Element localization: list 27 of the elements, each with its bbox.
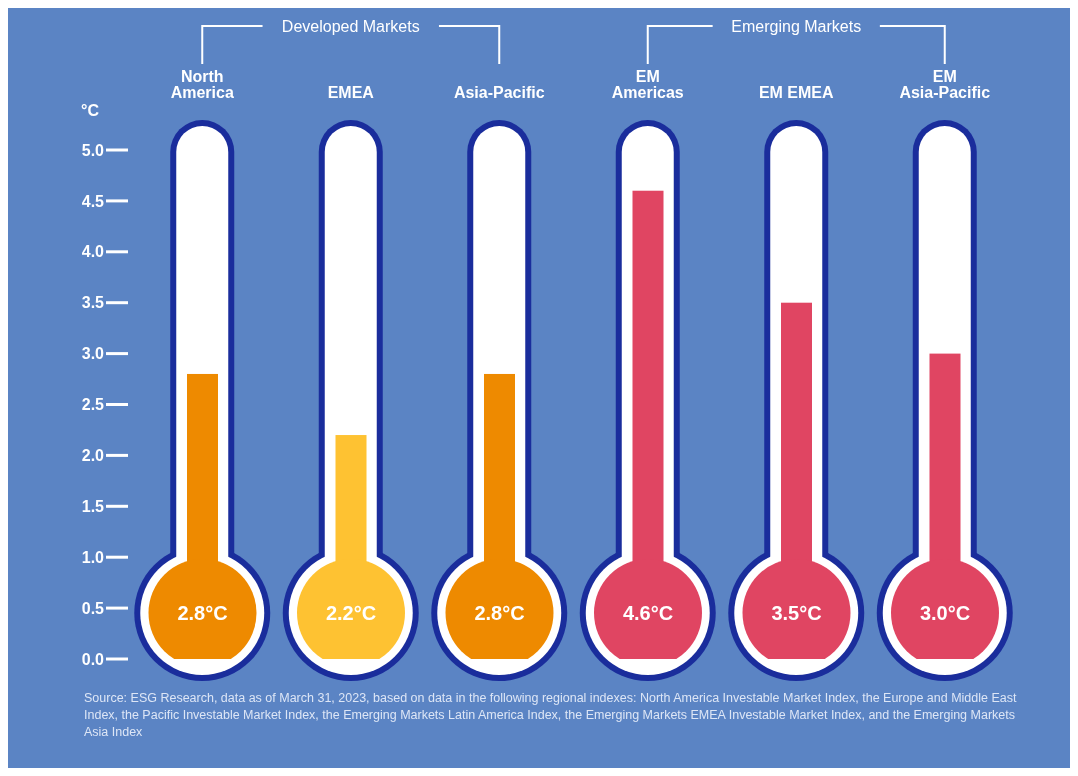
x-tick-label: Asia-Pacific	[453, 84, 545, 101]
data-label: 2.8°C	[177, 602, 228, 624]
text: Developed Markets	[281, 18, 420, 35]
data-label: 2.2°C	[325, 602, 377, 624]
x-tick-label: North America	[170, 68, 234, 101]
data-label: 3.0°C	[919, 602, 971, 624]
x-tick-label: EM Asia-Pacific	[899, 68, 991, 101]
y-tick-label: 4.5	[81, 192, 105, 210]
x-tick-label: EM EMEA	[758, 84, 835, 101]
y-tick-label: 1.0	[81, 548, 105, 566]
y-axis-title: °C	[81, 102, 100, 119]
y-tick-label: 0.5	[81, 599, 105, 617]
y-tick-label: 4.0	[81, 243, 105, 261]
y-tick-label: 2.5	[81, 396, 105, 414]
source-note: Source: ESG Research, data as of March 31, 2023, based on data in the following regional indexes: North America Investable Market Index, the Europe and Middle East Index, the Pacific Investable Market Index, the Emerging Markets Latin America Index, the Emerging Markets EMEA Investable Market Index, and the Emerging Markets Asia Index	[84, 690, 1018, 741]
y-tick-label: 2.0	[81, 447, 105, 465]
data-label: 3.5°C	[771, 602, 822, 624]
text: Emerging Markets	[731, 18, 862, 35]
y-tick-label: 3.0	[81, 345, 105, 363]
y-tick-label: 5.0	[81, 141, 105, 159]
data-label: 2.8°C	[474, 602, 525, 624]
data-label: 4.6°C	[622, 602, 674, 624]
y-tick-label: 1.5	[81, 497, 105, 515]
y-tick-label: 0.0	[81, 650, 105, 668]
x-tick-label: EMEA	[327, 84, 375, 101]
y-tick-label: 3.5	[81, 294, 105, 312]
x-tick-label: EM Americas	[611, 68, 684, 101]
